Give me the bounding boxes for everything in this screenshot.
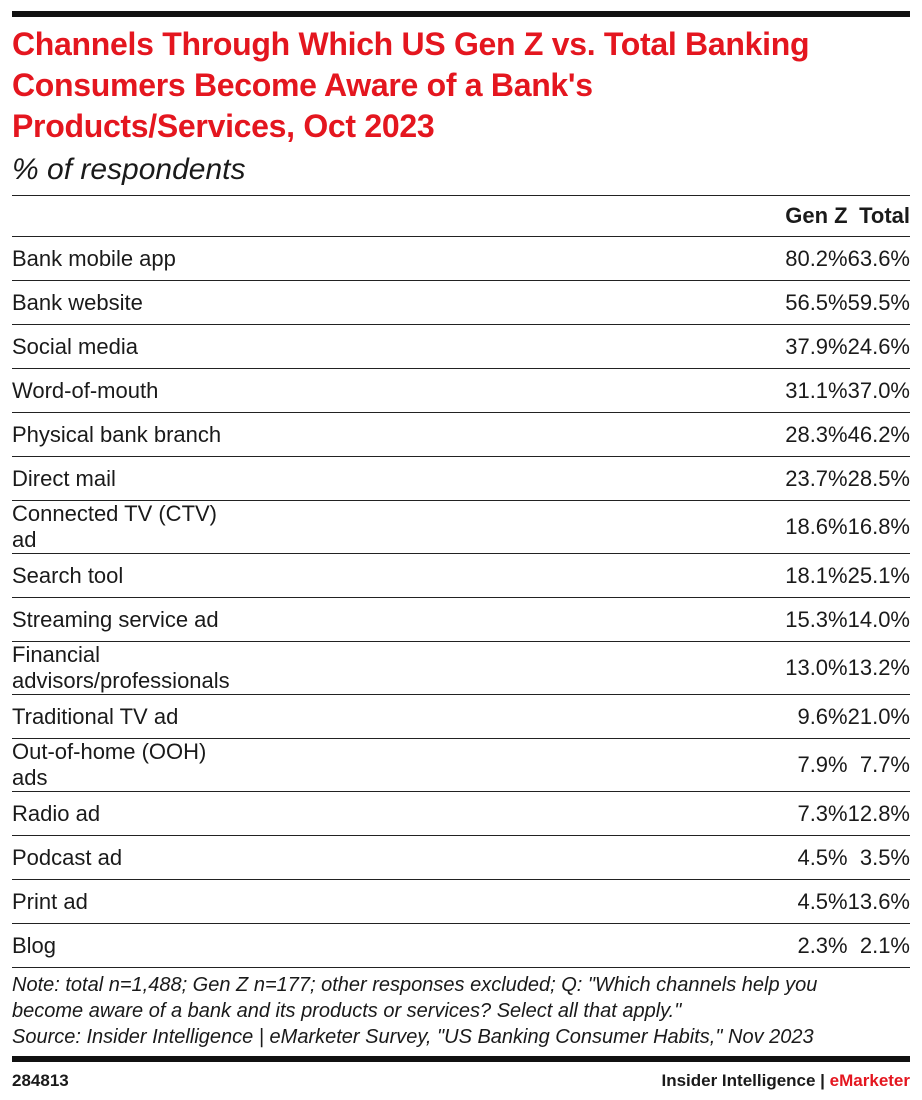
total-value: 2.1% <box>847 923 910 968</box>
table-row: Streaming service ad 15.3% 14.0% <box>12 597 910 642</box>
total-value: 28.5% <box>847 456 910 501</box>
header-total: Total <box>847 195 910 237</box>
header-gen-z: Gen Z <box>229 195 848 237</box>
note-line: Note: total n=1,488; Gen Z n=177; other … <box>12 974 818 996</box>
total-value: 14.0% <box>847 597 910 642</box>
gen-z-value: 28.3% <box>229 412 848 457</box>
total-value: 16.8% <box>847 500 910 554</box>
gen-z-value: 37.9% <box>229 324 848 369</box>
table-row: Connected TV (CTV) ad 18.6% 16.8% <box>12 500 910 554</box>
total-value: 13.6% <box>847 879 910 924</box>
top-rule <box>12 11 910 17</box>
gen-z-value: 13.0% <box>229 641 848 695</box>
row-label: Financial advisors/professionals <box>12 641 230 695</box>
row-label: Bank website <box>12 280 230 325</box>
table-row: Direct mail 23.7% 28.5% <box>12 456 910 501</box>
row-label: Connected TV (CTV) ad <box>12 500 230 554</box>
table-row: Radio ad 7.3% 12.8% <box>12 791 910 836</box>
row-label: Social media <box>12 324 230 369</box>
gen-z-value: 7.9% <box>229 738 848 792</box>
note: Note: total n=1,488; Gen Z n=177; other … <box>12 972 910 1050</box>
footer: 284813 Insider Intelligence | eMarketer <box>12 1070 910 1100</box>
chart-subtitle: % of respondents <box>12 153 246 186</box>
row-label: Physical bank branch <box>12 412 230 457</box>
total-value: 7.7% <box>847 738 910 792</box>
gen-z-value: 4.5% <box>229 835 848 880</box>
gen-z-value: 18.1% <box>229 553 848 598</box>
table-row: Bank website 56.5% 59.5% <box>12 280 910 325</box>
table-row: Physical bank branch 28.3% 46.2% <box>12 412 910 457</box>
row-label: Traditional TV ad <box>12 694 230 739</box>
row-label: Streaming service ad <box>12 597 230 642</box>
table-row: Out-of-home (OOH) ads 7.9% 7.7% <box>12 738 910 792</box>
row-label: Out-of-home (OOH) ads <box>12 738 230 792</box>
table-row: Blog 2.3% 2.1% <box>12 923 910 968</box>
gen-z-value: 18.6% <box>229 500 848 554</box>
gen-z-value: 23.7% <box>229 456 848 501</box>
total-value: 24.6% <box>847 324 910 369</box>
table-row: Traditional TV ad 9.6% 21.0% <box>12 694 910 739</box>
row-label: Radio ad <box>12 791 230 836</box>
row-label: Print ad <box>12 879 230 924</box>
row-label: Bank mobile app <box>12 236 230 281</box>
table-row: Podcast ad 4.5% 3.5% <box>12 835 910 880</box>
table-row: Print ad 4.5% 13.6% <box>12 879 910 924</box>
row-label: Podcast ad <box>12 835 230 880</box>
total-value: 3.5% <box>847 835 910 880</box>
table-row: Search tool 18.1% 25.1% <box>12 553 910 598</box>
chart-id: 284813 <box>12 1071 69 1090</box>
row-label: Blog <box>12 923 230 968</box>
gen-z-value: 2.3% <box>229 923 848 968</box>
row-label: Direct mail <box>12 456 230 501</box>
total-value: 59.5% <box>847 280 910 325</box>
total-value: 37.0% <box>847 368 910 413</box>
gen-z-value: 31.1% <box>229 368 848 413</box>
total-value: 63.6% <box>847 236 910 281</box>
gen-z-value: 80.2% <box>229 236 848 281</box>
table-row: Financial advisors/professionals 13.0% 13.… <box>12 641 910 695</box>
total-value: 13.2% <box>847 641 910 695</box>
total-value: 12.8% <box>847 791 910 836</box>
brand-logo: Insider Intelligence | eMarketer <box>661 1070 910 1092</box>
total-value: 21.0% <box>847 694 910 739</box>
gen-z-value: 4.5% <box>229 879 848 924</box>
total-value: 46.2% <box>847 412 910 457</box>
table-row: Social media 37.9% 24.6% <box>12 324 910 369</box>
chart-title: Channels Through Which US Gen Z vs. Tota… <box>12 26 810 144</box>
brand-left: Insider Intelligence | <box>661 1071 830 1090</box>
bottom-rule <box>12 1056 910 1062</box>
gen-z-value: 56.5% <box>229 280 848 325</box>
row-label: Search tool <box>12 553 230 598</box>
table-row: Word-of-mouth 31.1% 37.0% <box>12 368 910 413</box>
source-line: Source: Insider Intelligence | eMarketer… <box>12 1026 814 1048</box>
note-line: become aware of a bank and its products … <box>12 1000 682 1022</box>
table-row: Bank mobile app 80.2% 63.6% <box>12 236 910 281</box>
data-table: Gen Z Total Bank mobile app 80.2% 63.6% Ban… <box>12 195 910 968</box>
header-row: Gen Z Total <box>12 195 910 237</box>
gen-z-value: 7.3% <box>229 791 848 836</box>
header-label <box>12 195 230 237</box>
gen-z-value: 15.3% <box>229 597 848 642</box>
row-label: Word-of-mouth <box>12 368 230 413</box>
gen-z-value: 9.6% <box>229 694 848 739</box>
total-value: 25.1% <box>847 553 910 598</box>
brand-right: eMarketer <box>829 1071 910 1090</box>
